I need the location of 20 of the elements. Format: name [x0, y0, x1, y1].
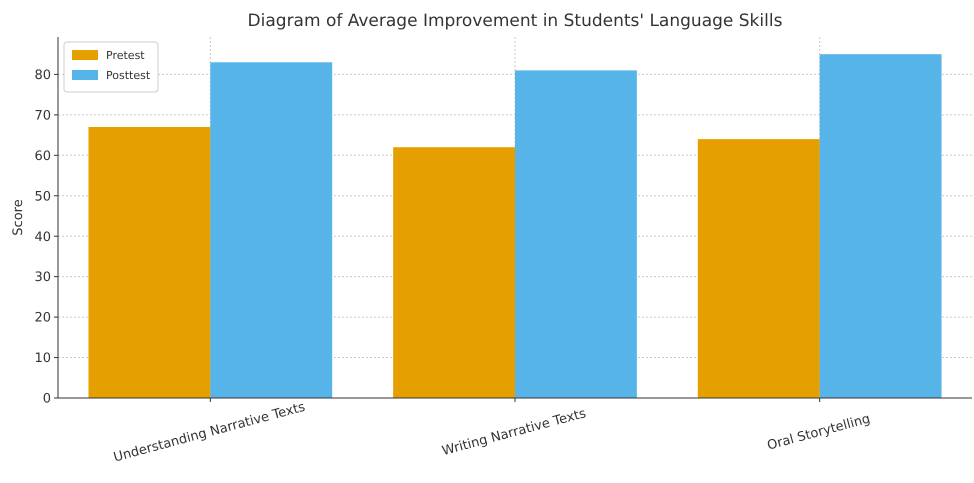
y-tick-label: 10	[34, 351, 51, 366]
bar	[88, 126, 210, 398]
y-tick-label: 30	[34, 270, 51, 286]
y-tick-label: 70	[34, 108, 51, 124]
x-tick-label: Writing Narrative Texts	[440, 406, 588, 460]
bar	[210, 62, 332, 398]
legend-label: Pretest	[106, 48, 146, 62]
y-tick-label: 0	[42, 392, 51, 407]
y-axis-title: Score	[11, 199, 26, 236]
bar	[393, 147, 515, 398]
y-tick-label: 20	[34, 310, 51, 326]
y-tick-label: 80	[34, 68, 51, 83]
bar	[515, 70, 637, 398]
y-tick-label: 50	[34, 189, 51, 204]
legend-label: Posttest	[106, 68, 151, 82]
bar	[820, 54, 942, 398]
y-tick-label: 60	[34, 148, 51, 164]
bar	[698, 139, 820, 398]
chart-title: Diagram of Average Improvement in Students' Language Skills	[248, 11, 783, 31]
y-tick-label: 40	[34, 230, 51, 245]
